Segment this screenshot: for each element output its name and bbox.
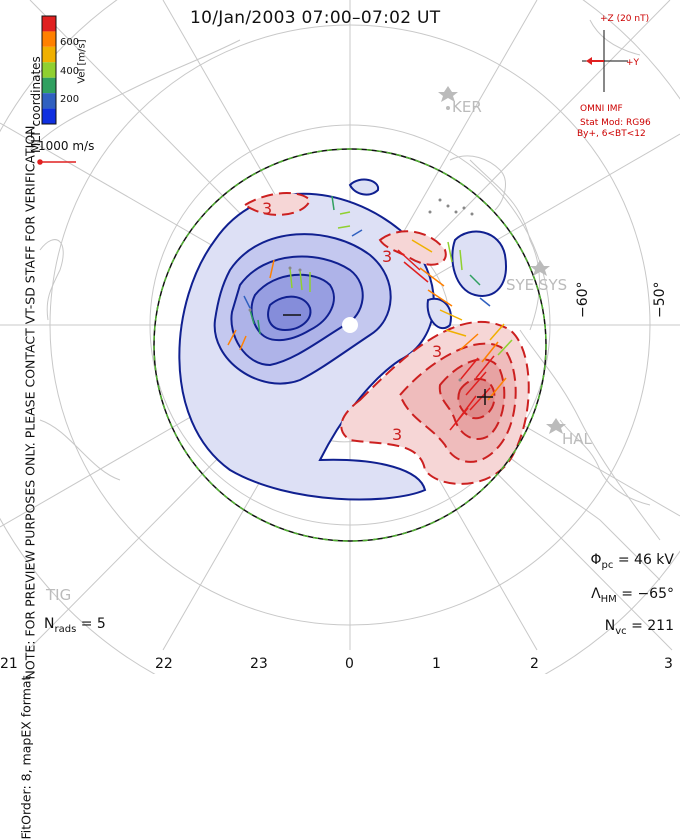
negative-potential-cell (178, 178, 507, 501)
colorbar-segment (42, 16, 56, 32)
imf-clock-dial (582, 30, 628, 92)
colorbar-frame (41, 15, 57, 125)
page-title: 10/Jan/2003 07:00–07:02 UT (190, 8, 441, 28)
colorbar-segment (42, 93, 56, 109)
magnetic-pole (342, 317, 358, 333)
mlt-hour-label: 3 (664, 656, 673, 672)
nvc-symbol: N (604, 618, 616, 634)
colorbar-segment (42, 108, 56, 124)
positive-potential-cell (243, 192, 530, 485)
lambda-symbol: Λ (591, 586, 601, 602)
fit-order-note: FitOrder: 8, mapEX format (18, 675, 34, 840)
radar-site-label: SYE SYS (506, 276, 568, 294)
map-canvas (0, 0, 680, 726)
nvc-value: = 211 (626, 618, 674, 634)
imf-condition-label: By+, 6<BT<12 (577, 129, 646, 139)
mlt-hour-label: 0 (345, 656, 354, 672)
contour-label: 3 (262, 199, 273, 218)
stat-model-label: Stat Mod: RG96 (580, 118, 651, 128)
imf-y-label: +Y (626, 58, 640, 68)
nvc-subscript: vc (615, 625, 627, 637)
radar-site-label: HAL (562, 430, 592, 448)
lambda-subscript: HM (600, 593, 617, 605)
velocity-scale-label: 1000 m/s (38, 139, 95, 153)
phi-value: = 46 kV (613, 552, 674, 568)
hm-latitude: ΛHM = −65° (591, 586, 674, 605)
vector-count: Nvc = 211 (605, 618, 674, 637)
velocity-scale-arrow (37, 159, 76, 165)
colorbar-segment (42, 62, 56, 78)
contour-label: 3 (432, 342, 443, 361)
phi-subscript: pc (601, 559, 614, 571)
mlt-hour-label: 21 (0, 656, 18, 672)
site-markers (438, 86, 566, 434)
mlt-hour-label: 23 (250, 656, 268, 672)
mlt-hour-label: 1 (432, 656, 441, 672)
colorbar-tick: 200 (60, 94, 80, 105)
radar-site-label: KER (452, 98, 482, 116)
mlt-hour-label: 2 (530, 656, 539, 672)
hm-boundary-green (153, 148, 547, 542)
cross-polar-potential: Φpc = 46 kV (591, 552, 674, 571)
nrads-value: = 5 (76, 616, 106, 632)
colorbar-segment (42, 46, 56, 63)
nrads-subscript: rads (54, 623, 77, 635)
latitude-label: −50° (652, 281, 668, 318)
contour-label: 3 (382, 247, 393, 266)
imf-z-label: +Z (20 nT) (600, 14, 650, 24)
radar-count: Nrads = 5 (44, 616, 106, 635)
mlt-hour-label: 22 (155, 656, 173, 672)
latitude-label: −60° (575, 281, 591, 318)
velocity-vectors (227, 195, 513, 431)
colorbar-segment (42, 31, 56, 47)
colorbar-segment (42, 77, 56, 94)
nrads-symbol: N (44, 616, 55, 632)
lambda-value: = −65° (616, 586, 674, 602)
radar-site-label: TIG (46, 586, 72, 604)
velocity-colorbar (41, 15, 57, 125)
imf-source-label: OMNI IMF (580, 104, 623, 114)
contour-label: 3 (392, 425, 403, 444)
coordinates-label: MLT coordinates (29, 56, 43, 153)
vector-dots (248, 198, 474, 382)
colorbar-tick: 400 (60, 66, 80, 77)
colorbar-tick: 600 (60, 37, 80, 48)
potential-max-marker (477, 389, 493, 405)
phi-symbol: Φ (590, 552, 602, 568)
